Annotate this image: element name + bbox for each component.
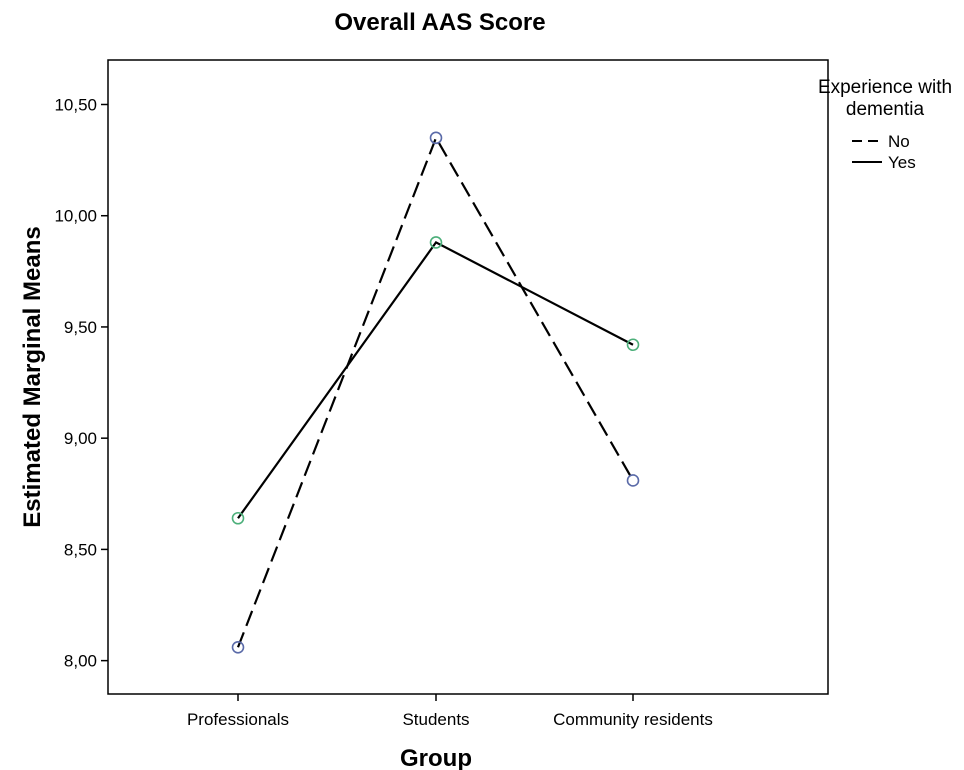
legend: Experience with dementia No Yes (818, 77, 952, 172)
legend-title-line-2: dementia (846, 99, 925, 120)
y-tick-label: 9,50 (64, 318, 97, 337)
x-axis-title: Group (400, 745, 472, 770)
legend-title-line-1: Experience with (818, 77, 952, 98)
chart-title: Overall AAS Score (334, 9, 545, 36)
x-tick-label: Community residents (553, 710, 713, 729)
x-tick-label: Students (402, 710, 469, 729)
y-tick-label: 10,50 (54, 95, 97, 114)
plot-frame (107, 59, 829, 695)
data-point-yes (231, 511, 245, 525)
data-point-no (626, 474, 640, 487)
series-line-yes (237, 240, 634, 519)
data-point-no (429, 131, 443, 145)
x-axis: Professionals Students Community residents (187, 694, 713, 729)
data-point-no (231, 640, 245, 654)
series-line-no (236, 135, 634, 648)
y-tick-label: 10,00 (54, 207, 97, 226)
y-axis: 8,00 8,50 9,00 9,50 10,00 10,50 (54, 95, 108, 671)
legend-label-no: No (888, 132, 910, 151)
series-layer (231, 131, 640, 654)
legend-label-yes: Yes (888, 153, 916, 172)
y-tick-label: 8,50 (64, 540, 97, 559)
x-tick-label: Professionals (187, 710, 289, 729)
y-tick-label: 8,00 (64, 652, 97, 671)
y-tick-label: 9,00 (64, 429, 97, 448)
data-point-yes (626, 338, 640, 352)
y-axis-title: Estimated Marginal Means (19, 226, 46, 527)
data-point-yes (429, 236, 443, 249)
